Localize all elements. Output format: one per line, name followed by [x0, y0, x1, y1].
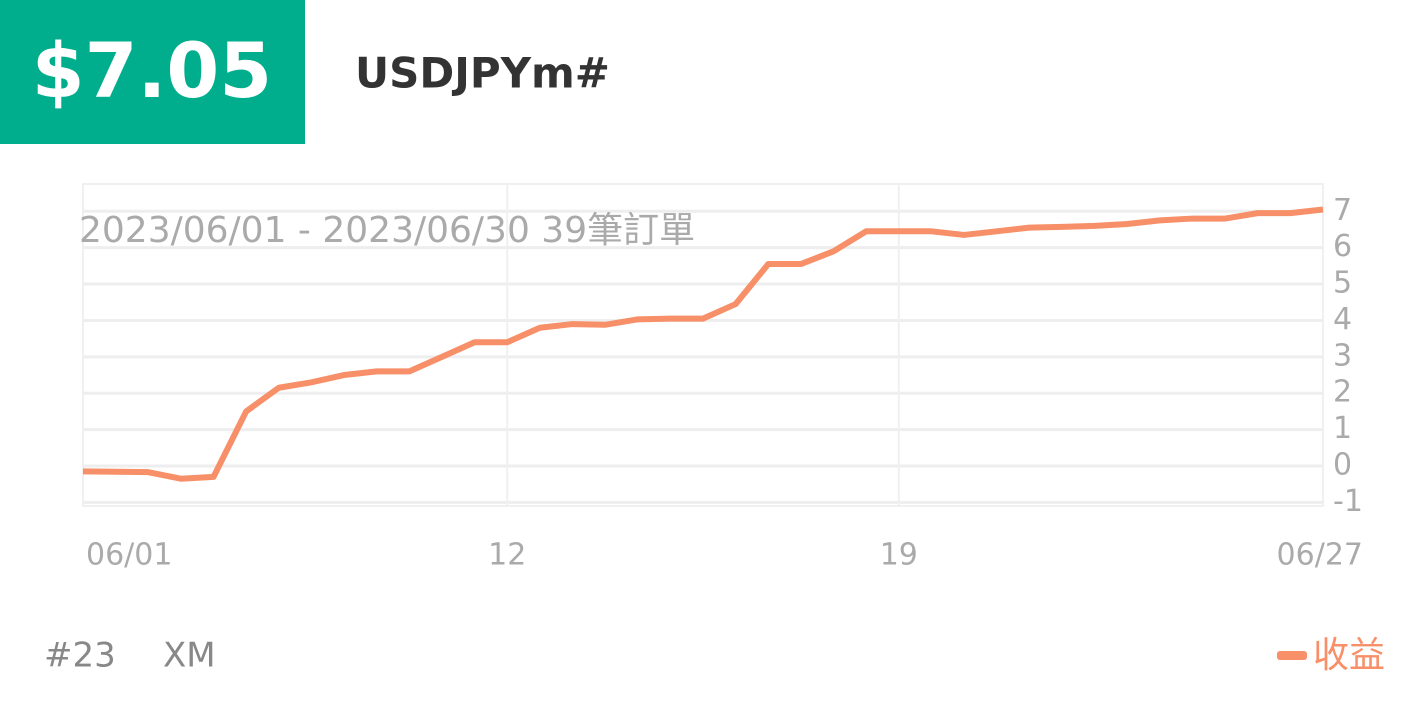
y-tick-label: 2	[1333, 375, 1352, 410]
rank: #23	[44, 636, 116, 676]
y-tick-label: 3	[1333, 338, 1352, 373]
x-tick-label: 06/27	[1277, 538, 1363, 573]
legend-label: 收益	[1313, 635, 1385, 676]
symbol: USDJPYm#	[355, 49, 610, 98]
y-tick-label: 6	[1333, 229, 1352, 264]
y-tick-label: -1	[1333, 484, 1363, 519]
broker: XM	[163, 636, 216, 676]
y-tick-label: 0	[1333, 447, 1352, 482]
total: $7.05	[32, 26, 272, 115]
legend-swatch	[1277, 651, 1307, 660]
y-tick-label: 5	[1333, 266, 1352, 301]
y-tick-label: 4	[1333, 302, 1352, 337]
y-tick-label: 7	[1333, 193, 1352, 228]
line-series	[82, 206, 1324, 482]
y-tick-label: 1	[1333, 411, 1352, 446]
x-tick-label: 12	[488, 538, 526, 573]
x-tick-label: 19	[880, 538, 918, 573]
legend: 收益	[1277, 635, 1385, 676]
total-badge	[0, 0, 305, 144]
subtitle: 2023/06/01 - 2023/06/30 39筆訂單	[79, 210, 695, 251]
x-tick-label: 06/01	[86, 538, 172, 573]
plot-area	[82, 183, 1324, 507]
